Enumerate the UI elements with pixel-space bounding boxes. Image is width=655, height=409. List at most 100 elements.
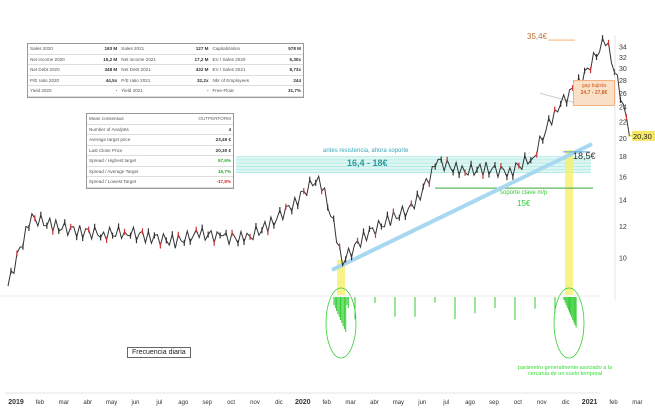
x-tick-label: sep xyxy=(489,400,499,406)
x-tick-label: feb xyxy=(323,400,332,406)
metric-label: Capitalization xyxy=(210,44,276,55)
support-range: 16,4 - 18€ xyxy=(347,158,388,168)
consensus-row: Spread / Average Target 15,7% xyxy=(87,166,233,177)
x-tick-label: abr xyxy=(83,400,92,406)
frequency-label: Frecuencia diaria xyxy=(127,347,191,358)
consensus-value: 15,7% xyxy=(173,166,233,177)
metric-value: 15,2 M xyxy=(90,54,120,65)
x-tick-label: 2020 xyxy=(295,399,311,406)
x-tick-label: feb xyxy=(36,400,45,406)
bottom-note: parámetro generalmente asociado a la cerc… xyxy=(505,365,625,377)
metric-value: 578 M xyxy=(275,44,303,55)
x-tick-label: dic xyxy=(275,400,283,406)
consensus-value: 57,6% xyxy=(173,155,233,167)
highlight-bar xyxy=(565,150,573,295)
x-tick-label: 2019 xyxy=(8,399,24,406)
y-tick-label: 30 xyxy=(619,66,627,73)
metric-value: 44,5x xyxy=(90,75,120,86)
consensus-value: 4 xyxy=(173,124,233,135)
x-tick-label: mar xyxy=(632,400,642,406)
y-tick-label: 12 xyxy=(619,224,627,231)
metric-value: 17,2 M xyxy=(181,54,211,65)
price-line xyxy=(7,36,630,287)
metric-label: P/E ratio 2020 xyxy=(28,75,91,86)
x-tick-label: dic xyxy=(562,400,570,406)
consensus-label: Last Close Price xyxy=(87,145,174,156)
consensus-label: Average target price xyxy=(87,134,174,146)
note-line-1: parámetro generalmente asociado a la xyxy=(517,365,613,371)
last-price-badge xyxy=(632,130,655,141)
consensus-value: OUTPERFORM xyxy=(173,114,233,125)
consensus-table: Mean consensus OUTPERFORM Number of Analys… xyxy=(86,113,234,189)
metric-label: EV / Sales 2020 xyxy=(210,54,276,65)
x-tick-label: ago xyxy=(465,400,476,406)
x-tick-label: nov xyxy=(537,400,547,406)
metric-label: Net income 2021 xyxy=(119,54,182,65)
consensus-value: 23,49 € xyxy=(173,134,233,146)
y-tick-label: 18 xyxy=(619,154,627,161)
y-tick-label: 20 xyxy=(619,136,627,143)
x-tick-label: may xyxy=(106,400,117,406)
y-tick-label: 14 xyxy=(619,197,627,204)
x-tick-label: ago xyxy=(178,400,189,406)
metric-label: Free-Float xyxy=(210,85,276,97)
highlight-bar xyxy=(337,260,345,295)
support-title: antes resistencia, ahora soporte xyxy=(323,148,409,154)
metric-label: Yield 2020 xyxy=(28,85,91,97)
x-tick-label: may xyxy=(393,400,404,406)
consensus-label: Spread / Highest target xyxy=(87,155,174,167)
note-line-2: cercanía de un suelo temporal xyxy=(528,371,602,377)
y-tick-label: 32 xyxy=(619,55,627,62)
fundamentals-row: P/E ratio 2020 44,5x P/E ratio 2021 32,2x Nb… xyxy=(28,75,303,86)
metric-label: P/E ratio 2021 xyxy=(119,75,182,86)
metric-value: 432 M xyxy=(181,64,211,76)
x-tick-label: oct xyxy=(227,400,235,406)
consensus-row: Last Close Price 20,30 € xyxy=(87,145,233,156)
trend-line xyxy=(331,142,593,272)
fundamentals-row: Net Debt 2020 348 M Net Debt 2021 432 M EV /… xyxy=(28,64,303,76)
x-tick-label: jun xyxy=(130,400,139,406)
metric-label: Sales 2021 xyxy=(119,44,182,55)
metric-value: 31,7% xyxy=(275,85,303,97)
gap-title: gap bajista xyxy=(581,83,607,89)
x-tick-label: jun xyxy=(417,400,426,406)
x-tick-label: mar xyxy=(345,400,355,406)
consensus-label: Number of Analysts xyxy=(87,124,174,135)
y-tick-label: 22 xyxy=(619,120,627,127)
metric-label: Yield 2021 xyxy=(119,85,182,97)
metric-label: Net Debt 2020 xyxy=(28,64,91,76)
consensus-label: Spread / Average Target xyxy=(87,166,174,177)
metric-value: 244 xyxy=(275,75,303,86)
fundamentals-row: Sales 2020 193 M Sales 2021 127 M Capitaliza… xyxy=(28,44,303,55)
x-tick-label: mar xyxy=(59,400,69,406)
x-tick-label: sep xyxy=(202,400,212,406)
peak-label: 35,4€ xyxy=(527,32,548,41)
y-tick-label: 10 xyxy=(619,255,627,262)
metric-label: Nbr of Employees xyxy=(210,75,276,86)
fundamentals-row: Yield 2020- Yield 2021- Free-Float 31,7% xyxy=(28,85,303,97)
x-tick-label: oct xyxy=(514,400,522,406)
consensus-row: Spread / Lowest Target -17,8% xyxy=(87,176,233,188)
metric-value: - xyxy=(90,85,120,97)
x-tick-label: nov xyxy=(250,400,260,406)
metric-label: Net Debt 2021 xyxy=(119,64,182,76)
support-zone xyxy=(236,156,591,173)
y-tick-label: 34 xyxy=(619,45,627,52)
consensus-label: Spread / Lowest Target xyxy=(87,176,174,188)
fundamentals-table: Sales 2020 193 M Sales 2021 127 M Capitaliza… xyxy=(27,43,304,98)
x-tick-label: 2021 xyxy=(582,399,598,406)
x-tick-label: abr xyxy=(370,400,379,406)
consensus-row: Spread / Highest target 57,6% xyxy=(87,155,233,167)
y-tick-label: 24 xyxy=(619,105,627,112)
consensus-row: Number of Analysts 4 xyxy=(87,124,233,135)
metric-value: 127 M xyxy=(181,44,211,55)
x-tick-label: jul xyxy=(155,400,162,406)
metric-label: Net income 2020 xyxy=(28,54,91,65)
volume-circle xyxy=(325,287,357,359)
metric-value: 32,2x xyxy=(181,75,211,86)
x-tick-label: feb xyxy=(609,400,618,406)
volume-circle xyxy=(553,287,585,359)
consensus-row: Average target price 23,49 € xyxy=(87,134,233,146)
